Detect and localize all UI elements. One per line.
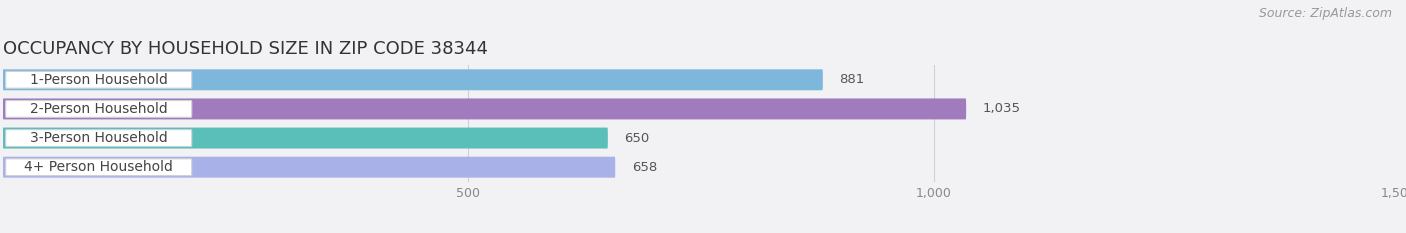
FancyBboxPatch shape xyxy=(3,69,823,90)
Text: OCCUPANCY BY HOUSEHOLD SIZE IN ZIP CODE 38344: OCCUPANCY BY HOUSEHOLD SIZE IN ZIP CODE … xyxy=(3,40,488,58)
Text: 881: 881 xyxy=(839,73,865,86)
Text: Source: ZipAtlas.com: Source: ZipAtlas.com xyxy=(1258,7,1392,20)
FancyBboxPatch shape xyxy=(6,159,191,176)
Text: 2-Person Household: 2-Person Household xyxy=(30,102,167,116)
FancyBboxPatch shape xyxy=(3,157,616,178)
FancyBboxPatch shape xyxy=(3,98,966,119)
FancyBboxPatch shape xyxy=(6,101,191,117)
Text: 3-Person Household: 3-Person Household xyxy=(30,131,167,145)
Text: 1,035: 1,035 xyxy=(983,103,1021,115)
FancyBboxPatch shape xyxy=(6,71,191,88)
Text: 650: 650 xyxy=(624,132,650,144)
FancyBboxPatch shape xyxy=(6,130,191,147)
Text: 658: 658 xyxy=(633,161,657,174)
Text: 4+ Person Household: 4+ Person Household xyxy=(24,160,173,174)
Text: 1-Person Household: 1-Person Household xyxy=(30,73,167,87)
FancyBboxPatch shape xyxy=(3,128,607,149)
